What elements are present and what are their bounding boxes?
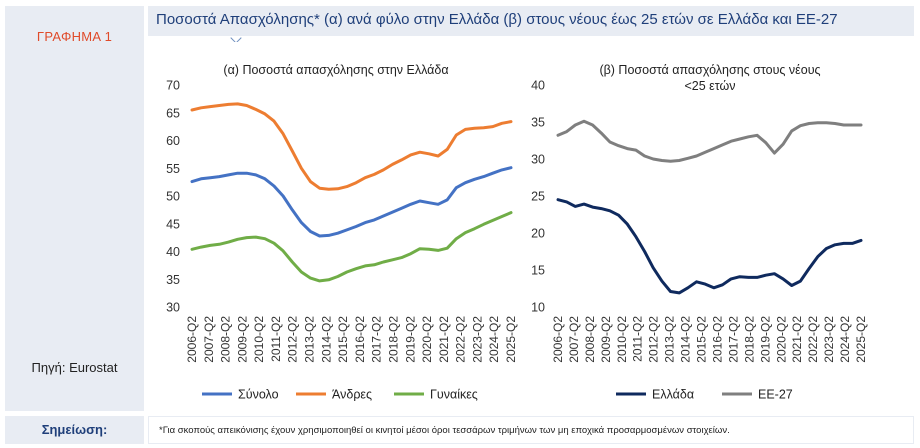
legend-label: Σύνολο <box>238 388 279 402</box>
legend-label: ΕΕ-27 <box>758 388 793 402</box>
x-tick-label: 2017-Q2 <box>726 316 740 363</box>
left-column: ΓΡΑΦΗΜΑ 1 Πηγή: Eurostat <box>5 6 144 411</box>
legend-label: Γυναίκες <box>430 388 478 402</box>
x-tick-label: 2017-Q2 <box>370 316 384 363</box>
x-tick-label: 2006-Q2 <box>551 316 565 363</box>
y-tick-label: 30 <box>166 301 180 315</box>
x-tick-label: 2007-Q2 <box>567 316 581 363</box>
panel-a: (α) Ποσοστά απασχόλησης στην Ελλάδα 30 35 4… <box>166 63 518 402</box>
note-text: *Για σκοπούς απεικόνισης έχουν χρησιμοπο… <box>159 425 730 436</box>
x-tick-label: 2021-Q2 <box>790 316 804 363</box>
panel-b: (β) Ποσοστά απασχόλησης στους νέους <25 ε… <box>531 63 868 402</box>
x-tick-label: 2025-Q2 <box>854 316 868 363</box>
x-tick-label: 2014-Q2 <box>679 316 693 363</box>
charts-svg: (α) Ποσοστά απασχόλησης στην Ελλάδα 30 35 4… <box>166 63 868 402</box>
y-tick-label: 60 <box>166 134 180 148</box>
x-tick-label: 2016-Q2 <box>710 316 724 363</box>
x-tick-label: 2012-Q2 <box>286 316 300 363</box>
y-tick-label: 40 <box>531 79 545 93</box>
x-tick-label: 2011-Q2 <box>269 316 283 362</box>
y-tick-label: 30 <box>531 153 545 167</box>
series-line-Άνδρες <box>190 102 513 191</box>
y-tick-label: 25 <box>531 190 545 204</box>
note-label: Σημείωση: <box>41 422 108 437</box>
note-box: *Για σκοπούς απεικόνισης έχουν χρησιμοπο… <box>148 416 914 444</box>
x-tick-label: 2019-Q2 <box>403 316 417 363</box>
x-tick-label: 2020-Q2 <box>420 316 434 363</box>
x-tick-label: 2019-Q2 <box>758 316 772 363</box>
chart-area: (α) Ποσοστά απασχόλησης στην Ελλάδα 30 35 4… <box>148 42 914 411</box>
figure-label: ΓΡΑΦΗΜΑ 1 <box>36 29 113 44</box>
x-tick-label: 2008-Q2 <box>219 316 233 363</box>
series-line-Γυναίκες <box>190 211 513 283</box>
series-line-Σύνολο <box>190 166 513 238</box>
y-tick-label: 15 <box>531 264 545 278</box>
legend-label: Ελλάδα <box>652 388 694 402</box>
y-tick-label: 45 <box>166 217 180 231</box>
x-tick-label: 2011-Q2 <box>631 316 645 362</box>
x-tick-label: 2024-Q2 <box>838 316 852 363</box>
x-tick-label: 2008-Q2 <box>583 316 597 363</box>
title-bar: Ποσοστά Απασχόλησης* (α) ανά φύλο στην Ε… <box>148 6 914 36</box>
x-tick-label: 2023-Q2 <box>470 316 484 363</box>
y-tick-label: 20 <box>531 227 545 241</box>
x-tick-label: 2010-Q2 <box>252 316 266 363</box>
y-tick-label: 65 <box>166 106 180 120</box>
series-line-ΕΕ-27 <box>556 119 863 163</box>
x-tick-label: 2025-Q2 <box>504 316 518 363</box>
x-tick-label: 2021-Q2 <box>437 316 451 363</box>
x-tick-label: 2007-Q2 <box>202 316 216 363</box>
x-tick-label: 2020-Q2 <box>774 316 788 363</box>
panel-a-title: (α) Ποσοστά απασχόλησης στην Ελλάδα <box>223 63 448 77</box>
x-tick-label: 2022-Q2 <box>454 316 468 363</box>
x-tick-label: 2009-Q2 <box>599 316 613 363</box>
y-tick-label: 50 <box>166 190 180 204</box>
x-tick-label: 2018-Q2 <box>742 316 756 363</box>
x-tick-label: 2013-Q2 <box>303 316 317 363</box>
x-tick-label: 2024-Q2 <box>487 316 501 363</box>
y-tick-label: 35 <box>166 273 180 287</box>
x-tick-label: 2014-Q2 <box>319 316 333 363</box>
source-label: Πηγή: Eurostat <box>31 360 118 375</box>
y-tick-label: 55 <box>166 162 180 176</box>
note-label-box: Σημείωση: <box>5 416 144 444</box>
x-tick-label: 2006-Q2 <box>185 316 199 363</box>
y-tick-label: 10 <box>531 301 545 315</box>
x-tick-label: 2015-Q2 <box>336 316 350 363</box>
x-tick-label: 2009-Q2 <box>235 316 249 363</box>
y-tick-label: 40 <box>166 245 180 259</box>
x-tick-label: 2022-Q2 <box>806 316 820 363</box>
x-tick-label: 2013-Q2 <box>663 316 677 363</box>
x-tick-label: 2012-Q2 <box>647 316 661 363</box>
series-line-Ελλάδα <box>556 198 863 295</box>
panel-b-title: (β) Ποσοστά απασχόλησης στους νέους <box>599 63 820 77</box>
y-tick-label: 35 <box>531 116 545 130</box>
x-tick-label: 2015-Q2 <box>695 316 709 363</box>
x-tick-label: 2023-Q2 <box>822 316 836 363</box>
legend-label: Άνδρες <box>332 388 372 402</box>
x-tick-label: 2018-Q2 <box>386 316 400 363</box>
panel-b-title: <25 ετών <box>684 79 735 93</box>
y-tick-label: 70 <box>166 79 180 93</box>
x-tick-label: 2010-Q2 <box>615 316 629 363</box>
chart-title: Ποσοστά Απασχόλησης* (α) ανά φύλο στην Ε… <box>156 11 838 28</box>
x-tick-label: 2016-Q2 <box>353 316 367 363</box>
